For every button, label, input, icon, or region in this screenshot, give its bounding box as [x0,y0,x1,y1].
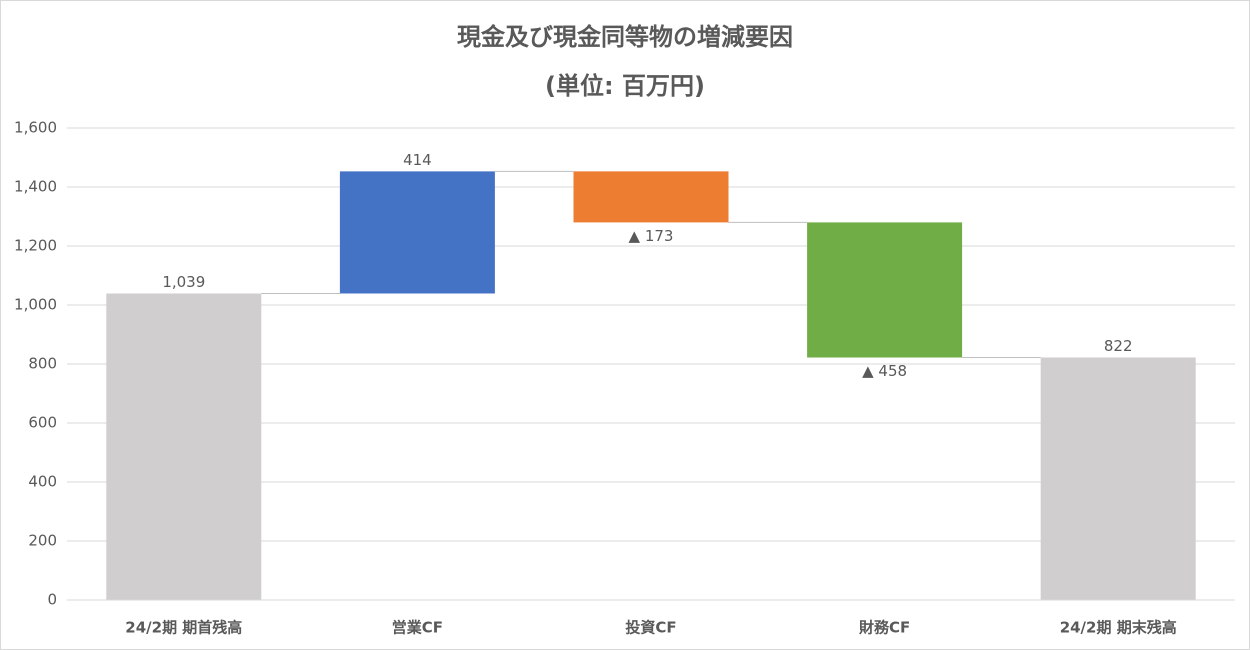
x-tick-label: 財務CF [858,619,910,637]
data-label: ▲ 173 [629,227,674,245]
x-tick-label: 投資CF [625,619,676,637]
bar [106,293,262,600]
bar [807,222,963,358]
y-tick-label: 800 [28,355,57,373]
bar [1040,357,1196,600]
x-tick-label: 24/2期 期首残高 [125,619,242,637]
data-label: 414 [403,151,432,169]
bar [573,171,729,223]
data-label: 822 [1104,337,1133,355]
y-tick-label: 600 [28,414,57,432]
data-label: 1,039 [162,273,205,291]
y-tick-label: 1,200 [14,237,57,255]
x-tick-label: 24/2期 期末残高 [1060,619,1177,637]
y-tick-label: 1,600 [14,119,57,137]
data-label: ▲ 458 [862,362,907,380]
chart-subtitle: (単位: 百万円) [545,72,705,100]
x-tick-label: 営業CF [392,619,443,637]
y-tick-label: 200 [28,532,57,550]
y-tick-label: 0 [47,591,57,609]
y-tick-label: 400 [28,473,57,491]
y-tick-label: 1,400 [14,178,57,196]
bar [339,171,495,294]
chart-title: 現金及び現金同等物の増減要因 [457,23,793,51]
y-tick-label: 1,000 [14,296,57,314]
